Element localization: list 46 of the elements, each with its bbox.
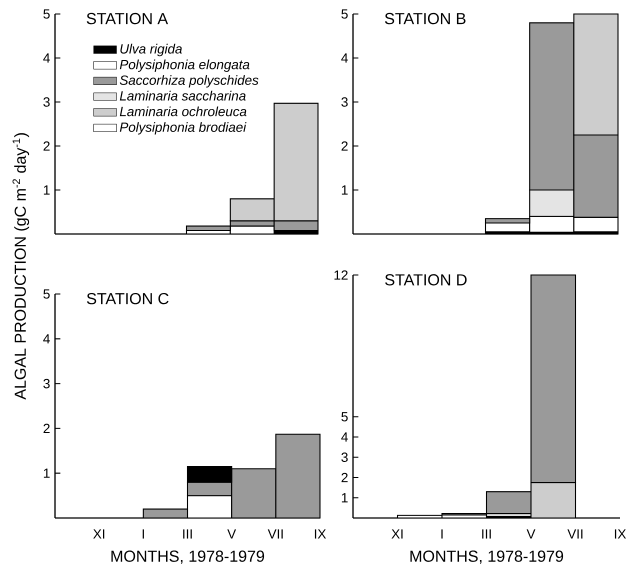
text: VII — [567, 529, 582, 539]
y-tick-label: 2 — [44, 424, 50, 434]
y-tick-label: 3 — [43, 97, 50, 107]
legend-label: Laminaria saccharina — [120, 90, 246, 101]
text: V — [526, 529, 536, 539]
y-axis-title: ALGAL PRODUCTION (gC m$^{-2}$ day$^{-1}$) — [12, 133, 30, 400]
legend-label: Polysiphonia brodiaei — [120, 122, 246, 135]
y-tick-label: 4 — [43, 53, 50, 63]
y-tick-label: 5 — [341, 412, 348, 422]
text: V — [227, 529, 236, 539]
text: I — [441, 529, 443, 539]
text: III — [183, 529, 192, 539]
chart-title: STATION C — [86, 292, 169, 304]
y-tick-label: 12 — [334, 270, 348, 280]
y-tick-label: 5 — [341, 9, 348, 19]
y-tick-label: 5 — [43, 9, 50, 19]
y-tick-label: 1 — [44, 185, 50, 195]
legend-label: Polysiphonia elongata — [120, 59, 250, 72]
y-tick-label: 3 — [341, 452, 348, 462]
text: IX — [314, 529, 326, 539]
y-tick-label: 1 — [342, 493, 348, 502]
text: I — [142, 529, 144, 539]
y-tick-label: 4 — [43, 334, 50, 344]
text: III — [482, 529, 491, 539]
text: XI — [93, 529, 104, 539]
y-tick-label: 1 — [44, 468, 50, 478]
y-tick-label: 1 — [342, 185, 348, 195]
y-tick-label: 2 — [342, 141, 348, 151]
text: VII — [268, 529, 283, 539]
y-tick-label: 2 — [342, 472, 348, 482]
chart-title: STATION B — [384, 12, 466, 24]
x-axis-title: MONTHS, 1978-1979 — [410, 550, 564, 564]
y-tick-label: 4 — [341, 432, 348, 442]
y-tick-label: 5 — [43, 289, 50, 299]
legend-label: Ulva rigida — [120, 44, 182, 56]
chart-title: STATION A — [86, 12, 168, 24]
x-axis-title: MONTHS, 1978-1979 — [111, 550, 264, 564]
y-tick-label: 2 — [44, 141, 50, 151]
text: XI — [392, 529, 403, 539]
text: IX — [614, 529, 626, 539]
y-tick-label: 3 — [341, 97, 348, 107]
y-tick-label: 3 — [43, 378, 50, 388]
legend-label: Laminaria ochroleuca — [120, 106, 246, 116]
chart-title: STATION D — [385, 274, 467, 286]
legend-label: Saccorhiza polyschides — [120, 75, 258, 88]
y-tick-label: 4 — [341, 53, 348, 63]
